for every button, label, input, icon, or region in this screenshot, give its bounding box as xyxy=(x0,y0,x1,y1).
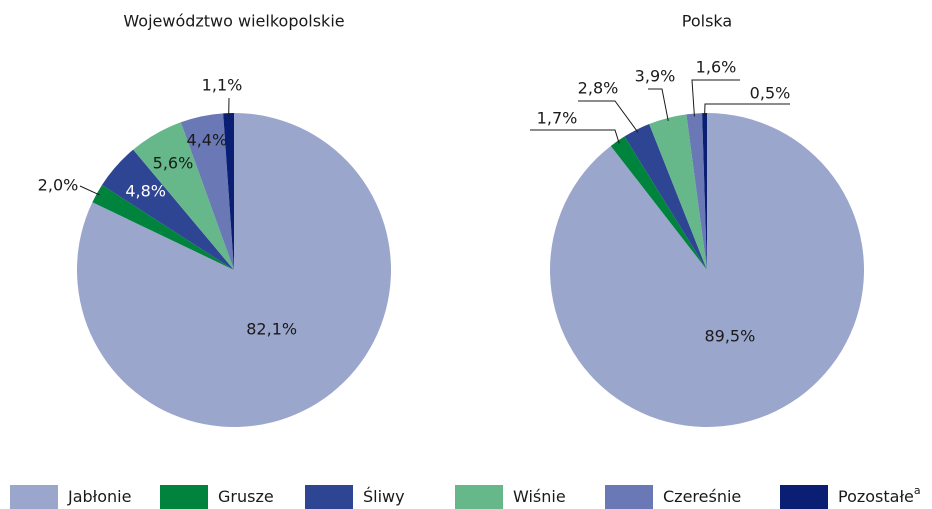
legend-label-text: Wiśnie xyxy=(513,487,566,506)
legend-label-text: Jabłonie xyxy=(67,487,131,506)
legend-superscript: a xyxy=(914,484,921,497)
pie-slice xyxy=(686,113,707,270)
pie-slice xyxy=(76,113,391,427)
data-label: 89,5% xyxy=(704,326,755,345)
legend-label: Czereśnie xyxy=(663,487,741,506)
data-label: 2,8% xyxy=(578,79,619,98)
data-label: 4,4% xyxy=(187,130,228,149)
legend-swatch xyxy=(305,485,353,509)
legend-swatch xyxy=(455,485,503,509)
pie-slice xyxy=(649,114,707,270)
pie-slice xyxy=(223,113,234,270)
pie-slice xyxy=(92,185,235,270)
chart-title: Polska xyxy=(682,12,732,31)
leader-line xyxy=(691,79,740,117)
legend-label: Śliwy xyxy=(363,487,405,506)
data-label: 5,6% xyxy=(153,153,194,172)
leader-line xyxy=(648,88,669,122)
leader-line xyxy=(704,103,790,117)
leader-line xyxy=(530,129,620,144)
legend-label-text: Pozostałe xyxy=(838,487,914,506)
leader-line xyxy=(578,100,639,133)
legend-label: Wiśnie xyxy=(513,487,566,506)
data-label: 4,8% xyxy=(125,182,166,201)
legend-swatch xyxy=(10,485,58,509)
legend-label: Jabłonie xyxy=(67,487,131,506)
pie-slice xyxy=(180,113,234,270)
legend-swatch xyxy=(160,485,208,509)
legend-label-text: Czereśnie xyxy=(663,487,741,506)
legend-swatch xyxy=(605,485,653,509)
data-label: 1,1% xyxy=(202,76,243,95)
data-label: 82,1% xyxy=(246,319,297,338)
legend-label-text: Grusze xyxy=(218,487,274,506)
data-label: 2,0% xyxy=(38,176,79,195)
pie-slice xyxy=(101,149,234,270)
pie-slice xyxy=(133,122,234,270)
legend-label: Grusze xyxy=(218,487,274,506)
legend-swatch xyxy=(780,485,828,509)
data-label: 0,5% xyxy=(750,84,791,103)
chart-title: Województwo wielkopolskie xyxy=(123,12,344,31)
legend-label-text: Śliwy xyxy=(363,487,405,506)
leader-line xyxy=(79,185,100,196)
pie-slice xyxy=(624,124,707,271)
data-label: 1,6% xyxy=(696,58,737,77)
data-label: 3,9% xyxy=(635,67,676,86)
legend-label: Pozostałea xyxy=(838,484,921,506)
pie-slice xyxy=(702,113,707,270)
data-label: 1,7% xyxy=(537,109,578,128)
pie-slice xyxy=(610,136,707,270)
